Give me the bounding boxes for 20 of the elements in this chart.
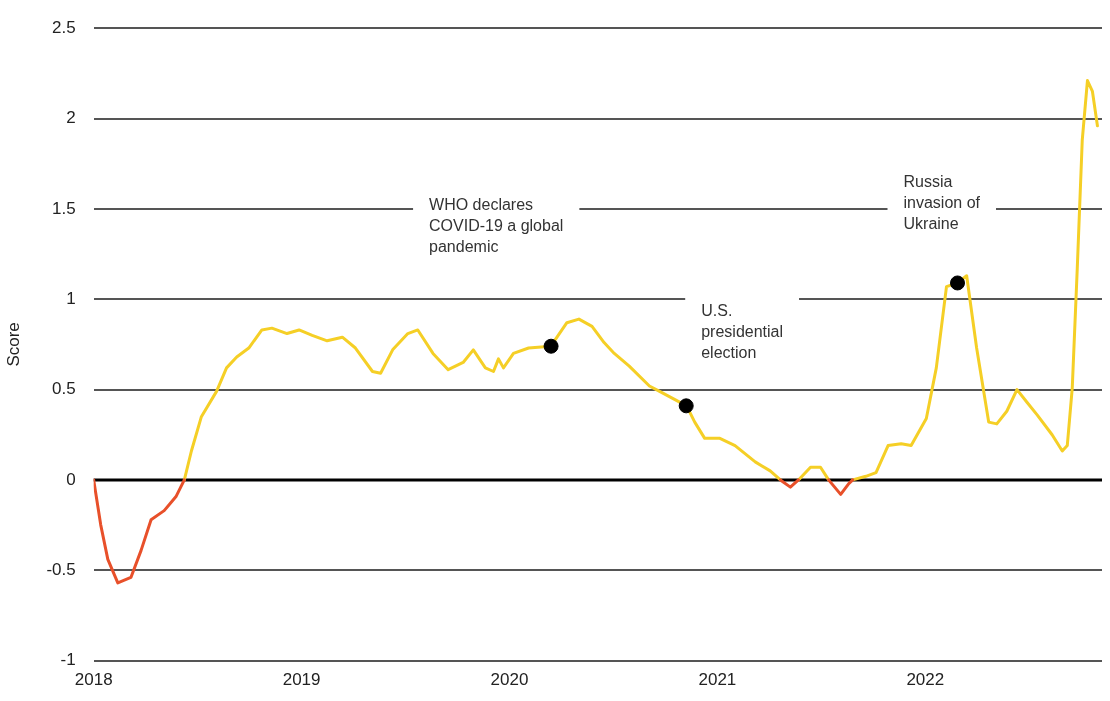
y-axis-title: Score	[3, 322, 23, 367]
y-tick-label: 2.5	[52, 17, 76, 37]
x-tick-label: 2020	[490, 670, 529, 690]
x-tick-label: 2021	[698, 670, 737, 690]
point	[678, 398, 694, 414]
x-tick-label: 2019	[282, 670, 321, 690]
y-tick-label: 0.5	[52, 379, 76, 399]
x-tick-label: 2018	[74, 670, 113, 690]
x-tick-label: 2022	[906, 670, 945, 690]
point	[950, 275, 966, 291]
y-tick-label: 1	[66, 288, 76, 308]
point	[543, 338, 559, 354]
annotation: WHO declares COVID-19 a global pandemic	[429, 195, 564, 255]
annotation: Russia invasion of Ukraine	[903, 173, 981, 233]
y-tick-label: 1.5	[52, 198, 76, 218]
y-tick-label: -1	[60, 650, 76, 670]
y-tick-label: -0.5	[46, 559, 76, 579]
annotation: U.S. presidential election	[701, 302, 784, 362]
y-tick-label: 0	[66, 469, 76, 489]
y-tick-label: 2	[66, 108, 76, 128]
